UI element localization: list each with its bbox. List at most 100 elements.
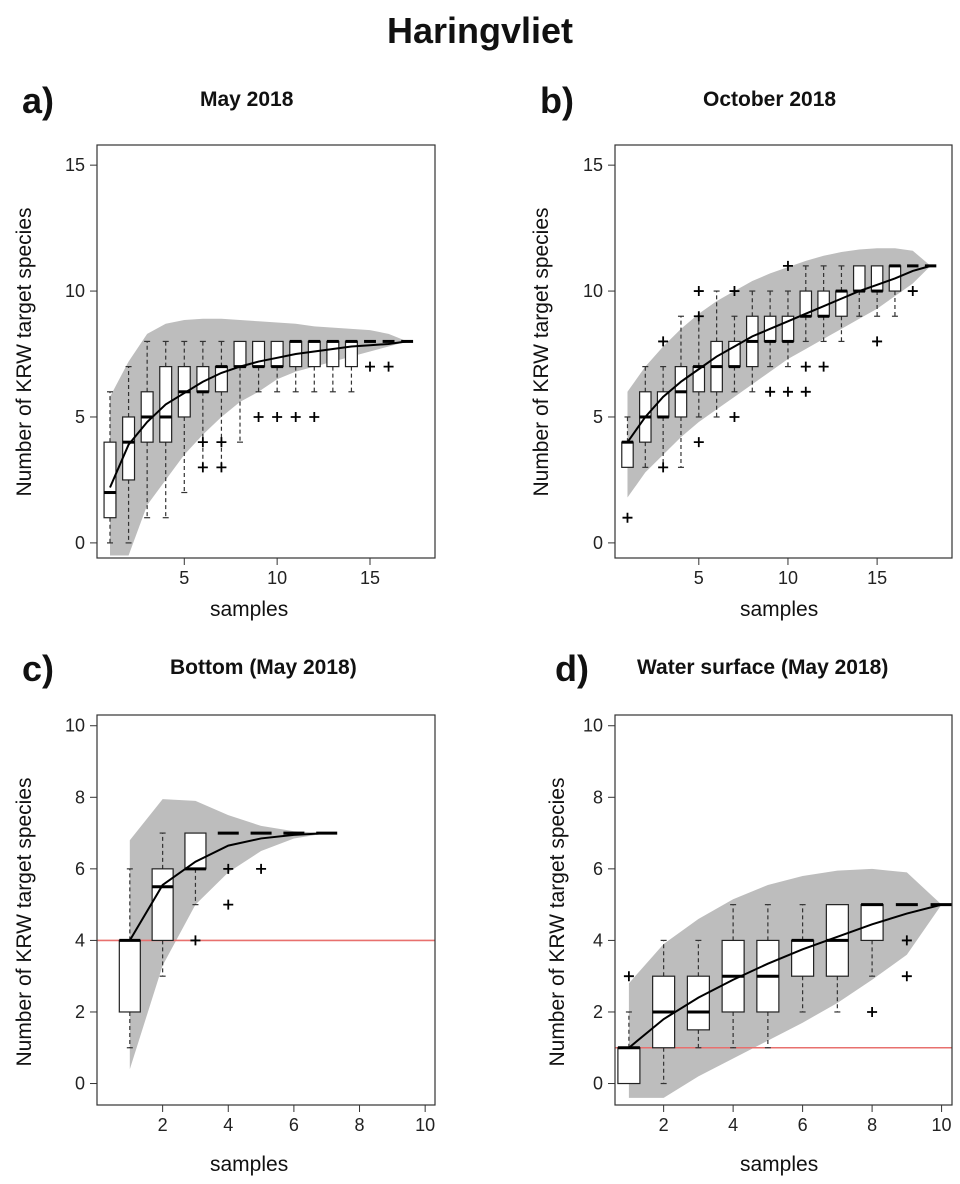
panel-c-xlabel: samples bbox=[210, 1153, 289, 1176]
panel-d-title: Water surface (May 2018) bbox=[637, 656, 889, 679]
panel-d-letter: d) bbox=[555, 648, 589, 689]
box bbox=[686, 975, 710, 1031]
y-tick-label: 6 bbox=[75, 859, 85, 879]
mean-curve bbox=[109, 340, 408, 488]
x-tick-label: 6 bbox=[289, 1115, 299, 1135]
outlier-marker bbox=[693, 311, 704, 322]
outlier-marker bbox=[901, 971, 912, 982]
plot-frame bbox=[96, 144, 436, 559]
x-tick-label: 10 bbox=[267, 568, 287, 588]
outlier-marker bbox=[658, 336, 669, 347]
x-tick-label: 10 bbox=[932, 1115, 952, 1135]
x-tick-label: 2 bbox=[659, 1115, 669, 1135]
plot-area bbox=[103, 318, 414, 556]
plot-frame bbox=[614, 144, 953, 559]
outlier-marker bbox=[729, 286, 740, 297]
x-tick-label: 4 bbox=[728, 1115, 738, 1135]
panel-b-title: October 2018 bbox=[703, 88, 837, 111]
y-tick-label: 15 bbox=[65, 155, 85, 175]
outlier-marker bbox=[623, 971, 634, 982]
x-tick-label: 4 bbox=[223, 1115, 233, 1135]
outlier-marker bbox=[622, 512, 633, 523]
mean-curve bbox=[628, 903, 942, 1049]
panel-c-letter: c) bbox=[22, 648, 55, 689]
x-tick-label: 8 bbox=[867, 1115, 877, 1135]
y-tick-label: 10 bbox=[65, 716, 85, 736]
outlier-marker bbox=[782, 260, 793, 271]
outlier-marker bbox=[365, 361, 375, 372]
y-tick-label: 0 bbox=[75, 1074, 85, 1094]
figure-title: Haringvliet bbox=[386, 10, 574, 51]
outlier-marker bbox=[800, 386, 811, 397]
outlier-marker bbox=[190, 935, 201, 946]
y-tick-label: 10 bbox=[65, 281, 85, 301]
plot-area bbox=[615, 868, 952, 1098]
outlier-marker bbox=[782, 386, 793, 397]
panel-b-xlabel: samples bbox=[740, 598, 819, 621]
x-tick-label: 15 bbox=[360, 568, 380, 588]
outlier-marker bbox=[272, 411, 283, 422]
y-tick-label: 15 bbox=[583, 155, 603, 175]
plot-area bbox=[97, 799, 435, 1070]
outlier-marker bbox=[800, 361, 811, 372]
y-tick-label: 0 bbox=[593, 1074, 603, 1094]
x-tick-label: 5 bbox=[179, 568, 189, 588]
y-tick-label: 4 bbox=[75, 930, 85, 950]
outlier-marker bbox=[658, 462, 669, 473]
outlier-marker bbox=[256, 863, 267, 874]
x-tick-label: 15 bbox=[867, 568, 887, 588]
y-tick-label: 0 bbox=[593, 533, 603, 553]
outlier-marker bbox=[872, 336, 883, 347]
mean-curve bbox=[128, 832, 327, 941]
confidence-band bbox=[628, 868, 942, 1098]
outlier-marker bbox=[901, 935, 912, 946]
plot-area bbox=[621, 248, 937, 523]
y-tick-label: 4 bbox=[593, 930, 603, 950]
outlier-marker bbox=[907, 286, 918, 297]
outlier-marker bbox=[290, 411, 301, 422]
box bbox=[122, 416, 136, 481]
outlier-marker bbox=[197, 437, 208, 448]
x-tick-label: 2 bbox=[158, 1115, 168, 1135]
outlier-marker bbox=[216, 437, 227, 448]
y-tick-label: 10 bbox=[583, 716, 603, 736]
y-tick-label: 0 bbox=[75, 533, 85, 553]
plot-frame bbox=[614, 714, 953, 1106]
outlier-marker bbox=[223, 899, 234, 910]
outlier-marker bbox=[309, 411, 320, 422]
outlier-marker bbox=[693, 437, 704, 448]
x-tick-label: 6 bbox=[798, 1115, 808, 1135]
outlier-marker bbox=[383, 361, 394, 372]
box bbox=[617, 1047, 641, 1085]
outlier-marker bbox=[818, 361, 829, 372]
outlier-marker bbox=[216, 462, 227, 473]
confidence-band bbox=[129, 799, 327, 1070]
y-tick-label: 8 bbox=[75, 787, 85, 807]
confidence-band bbox=[627, 248, 931, 498]
y-tick-label: 10 bbox=[583, 281, 603, 301]
x-tick-label: 8 bbox=[355, 1115, 365, 1135]
outlier-marker bbox=[253, 411, 264, 422]
outlier-marker bbox=[765, 386, 776, 397]
panel-c-title: Bottom (May 2018) bbox=[170, 656, 357, 679]
plot-frame bbox=[96, 714, 436, 1106]
y-tick-label: 5 bbox=[593, 407, 603, 427]
panel-b-letter: b) bbox=[540, 80, 574, 121]
y-tick-label: 6 bbox=[593, 859, 603, 879]
x-tick-label: 5 bbox=[694, 568, 704, 588]
box bbox=[103, 441, 117, 519]
panel-a-title: May 2018 bbox=[200, 88, 294, 111]
x-tick-label: 10 bbox=[778, 568, 798, 588]
mean-curve bbox=[626, 264, 931, 443]
outlier-marker bbox=[729, 411, 740, 422]
outlier-marker bbox=[223, 863, 234, 874]
y-tick-label: 2 bbox=[75, 1002, 85, 1022]
outlier-marker bbox=[867, 1006, 878, 1017]
y-tick-label: 5 bbox=[75, 407, 85, 427]
outlier-marker bbox=[197, 462, 208, 473]
panel-a-xlabel: samples bbox=[210, 598, 289, 621]
